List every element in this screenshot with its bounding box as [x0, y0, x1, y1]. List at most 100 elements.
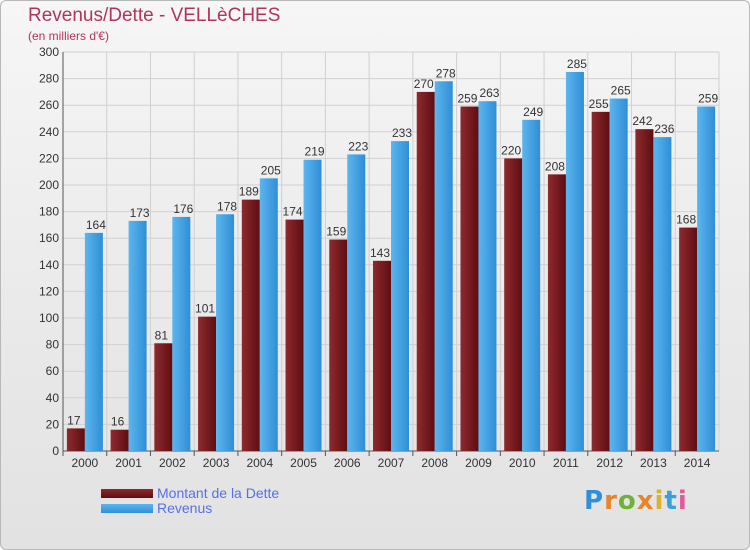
data-label-debt: 270 — [414, 77, 434, 91]
legend-label-debt: Montant de la Dette — [157, 485, 280, 501]
bar-debt-2003 — [198, 316, 217, 451]
logo-letter: i — [677, 486, 688, 516]
y-tick-label: 60 — [46, 364, 60, 378]
chart-subtitle: (en milliers d'€) — [28, 29, 109, 43]
bar-revenue-2001 — [128, 220, 147, 451]
y-tick-label: 120 — [39, 284, 59, 298]
logo-letter: i — [654, 486, 665, 516]
y-tick-label: 20 — [46, 417, 60, 431]
data-label-revenue: 278 — [436, 66, 456, 80]
x-tick-label: 2000 — [72, 456, 99, 470]
logo-letter: P — [584, 486, 605, 516]
data-label-debt: 189 — [239, 185, 259, 199]
x-tick-label: 2008 — [421, 456, 448, 470]
y-tick-label: 80 — [46, 338, 60, 352]
bar-debt-2008 — [416, 91, 435, 452]
bar-revenue-2010 — [522, 119, 541, 451]
legend-swatch-revenue — [101, 504, 153, 513]
bar-revenue-2014 — [697, 106, 716, 451]
bar-debt-2013 — [635, 129, 654, 451]
data-label-revenue: 263 — [479, 86, 499, 100]
bar-revenue-2011 — [565, 71, 584, 451]
data-label-revenue: 265 — [611, 84, 631, 98]
logo-letter: r — [604, 486, 618, 516]
y-tick-label: 300 — [39, 45, 59, 59]
data-label-debt: 168 — [676, 213, 696, 227]
logo-letter: x — [636, 486, 655, 516]
data-label-revenue: 223 — [348, 139, 368, 153]
y-tick-label: 220 — [39, 151, 59, 165]
x-tick-label: 2007 — [378, 456, 405, 470]
y-tick-label: 200 — [39, 178, 59, 192]
bar-revenue-2013 — [653, 137, 672, 451]
logo-letter: t — [664, 486, 678, 516]
y-tick-label: 240 — [39, 125, 59, 139]
data-label-debt: 242 — [632, 114, 652, 128]
logo-letter: o — [617, 486, 637, 516]
bar-debt-2001 — [110, 429, 129, 451]
bar-debt-2000 — [66, 428, 85, 451]
data-label-revenue: 164 — [86, 218, 106, 232]
bar-debt-2010 — [504, 158, 523, 451]
proxiti-logo: Proxiti — [584, 486, 688, 516]
bar-revenue-2002 — [172, 216, 191, 451]
bar-debt-2005 — [285, 219, 304, 451]
bar-debt-2014 — [679, 227, 698, 451]
x-tick-label: 2002 — [159, 456, 186, 470]
bar-revenue-2008 — [434, 81, 453, 451]
x-tick-label: 2010 — [509, 456, 536, 470]
bar-revenue-2009 — [478, 101, 497, 452]
data-label-debt: 81 — [155, 328, 169, 342]
bar-debt-2002 — [154, 343, 173, 451]
y-tick-label: 280 — [39, 72, 59, 86]
data-label-debt: 259 — [457, 92, 477, 106]
data-label-debt: 255 — [589, 97, 609, 111]
x-tick-label: 2013 — [640, 456, 667, 470]
bar-revenue-2004 — [259, 178, 278, 451]
legend-swatch-debt — [101, 489, 153, 498]
data-label-revenue: 259 — [698, 92, 718, 106]
data-label-revenue: 173 — [130, 206, 150, 220]
data-label-revenue: 176 — [173, 202, 193, 216]
y-tick-label: 160 — [39, 231, 59, 245]
bar-revenue-2003 — [216, 214, 235, 451]
data-label-debt: 17 — [67, 413, 81, 427]
x-tick-label: 2009 — [465, 456, 492, 470]
chart-title: Revenus/Dette - VELLèCHES — [28, 5, 281, 26]
bar-debt-2011 — [547, 174, 566, 452]
data-label-revenue: 178 — [217, 199, 237, 213]
bar-debt-2007 — [373, 260, 391, 451]
bar-debt-2009 — [460, 106, 479, 451]
x-tick-label: 2001 — [115, 456, 142, 470]
data-label-revenue: 205 — [261, 163, 281, 177]
bar-revenue-2006 — [347, 154, 366, 451]
data-label-debt: 159 — [326, 225, 346, 239]
y-tick-label: 260 — [39, 98, 59, 112]
bar-revenue-2012 — [609, 98, 628, 452]
bar-debt-2006 — [329, 239, 348, 451]
y-tick-label: 40 — [46, 391, 60, 405]
x-tick-label: 2005 — [290, 456, 317, 470]
y-tick-label: 0 — [52, 444, 59, 458]
bar-revenue-2000 — [84, 232, 103, 451]
data-label-revenue: 285 — [567, 57, 587, 71]
x-tick-label: 2012 — [596, 456, 623, 470]
data-label-debt: 143 — [370, 246, 390, 260]
bar-revenue-2007 — [391, 141, 409, 452]
x-tick-label: 2003 — [203, 456, 230, 470]
data-label-debt: 174 — [283, 205, 303, 219]
x-tick-label: 2006 — [334, 456, 361, 470]
data-label-revenue: 249 — [523, 105, 543, 119]
bar-revenue-2005 — [303, 159, 322, 452]
bars — [66, 71, 716, 452]
y-tick-label: 180 — [39, 205, 59, 219]
y-tick-label: 100 — [39, 311, 59, 325]
y-tick-label: 140 — [39, 258, 59, 272]
bar-debt-2004 — [241, 199, 260, 451]
data-label-debt: 220 — [501, 143, 521, 157]
data-label-revenue: 236 — [654, 122, 674, 136]
data-label-debt: 208 — [545, 159, 565, 173]
